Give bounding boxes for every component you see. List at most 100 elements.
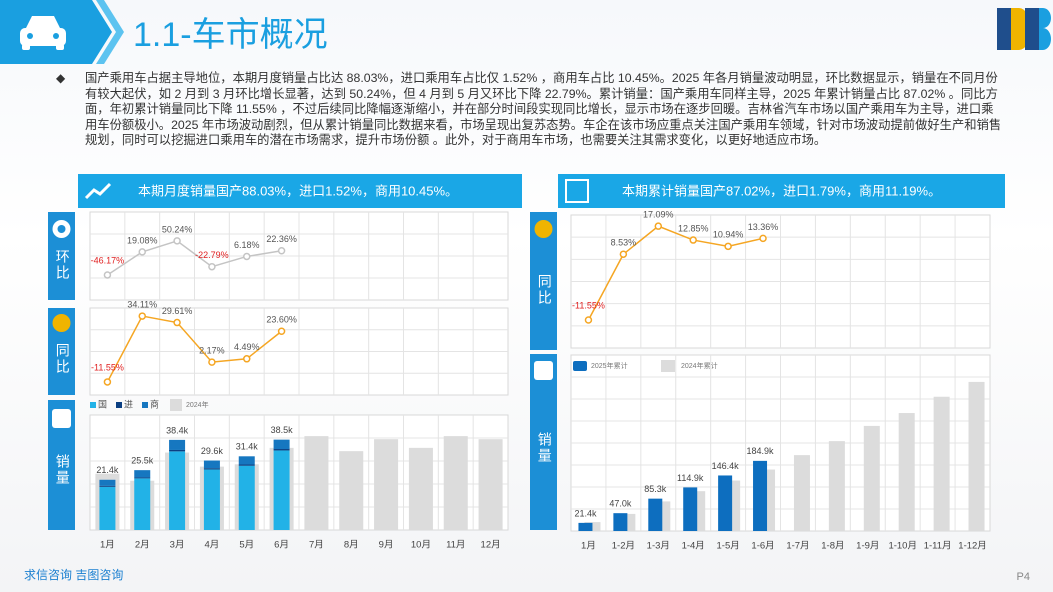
side-label: 同比: [55, 343, 71, 375]
point: [208, 262, 216, 271]
point: [277, 246, 286, 255]
banner-left: [78, 174, 522, 208]
x-tick-label: 1月: [100, 540, 115, 551]
trend-icon: [84, 182, 112, 200]
point: [138, 248, 146, 256]
bar: [578, 522, 593, 531]
x-tick-label: 4月: [205, 540, 220, 551]
comparison-bar: [863, 425, 880, 531]
bar-segment: [273, 449, 290, 451]
bar-segment: [169, 451, 186, 530]
data-label: 13.36%: [748, 222, 779, 232]
x-tick-label: 1-5月: [717, 541, 740, 552]
data-label: 31.4k: [236, 442, 259, 452]
line: [587, 225, 764, 321]
comparison-bar: [828, 441, 845, 531]
summary-paragraph: 国产乘用车占据主导地位，本期月度销量占比达 88.03%，进口乘用车占比仅 1.…: [85, 71, 1002, 148]
x-tick-label: 1-3月: [647, 541, 670, 552]
legend-label: 2025年累计: [591, 361, 628, 370]
bar-segment: [203, 460, 220, 469]
data-label: 47.0k: [609, 499, 632, 509]
page-number: P4: [1017, 571, 1030, 583]
bar-segment: [134, 478, 151, 530]
data-label: 29.61%: [162, 306, 193, 316]
legend-swatch: [116, 402, 122, 408]
bar: [753, 460, 768, 531]
point: [173, 237, 181, 245]
point: [138, 312, 146, 320]
bar-segment: [273, 450, 290, 530]
side-icon: [52, 314, 71, 332]
data-label: 146.4k: [712, 461, 740, 471]
comparison-bar: [968, 381, 985, 531]
x-tick-label: 6月: [274, 540, 289, 551]
data-label: 21.4k: [96, 465, 119, 475]
side-icon: [534, 220, 553, 238]
comparison-bar: [304, 436, 329, 530]
point: [103, 271, 112, 279]
data-label: 19.08%: [127, 235, 158, 245]
legend-swatch: [573, 361, 587, 371]
bar-segment: [99, 486, 116, 530]
data-label: 2.17%: [199, 346, 225, 356]
bar-segment: [238, 456, 255, 465]
bar-segment: [203, 468, 220, 470]
point: [724, 242, 732, 251]
side-label: 销量: [55, 454, 71, 486]
comparison-bar: [898, 413, 915, 531]
banner-right: [558, 174, 1005, 208]
side-block: [530, 354, 557, 530]
bar-segment: [134, 477, 151, 479]
side-icon: [52, 409, 71, 428]
side-label: 同比: [537, 274, 553, 306]
comparison-bar: [478, 439, 503, 530]
data-label: 17.09%: [643, 210, 674, 220]
data-label: 34.11%: [127, 299, 157, 309]
x-tick-label: 12月: [481, 540, 501, 551]
point: [243, 252, 251, 261]
logo: [997, 8, 1051, 50]
comparison-bar: [408, 447, 433, 530]
data-label: 184.9k: [747, 446, 775, 456]
bar-segment: [203, 469, 220, 530]
footer-source: 求信咨询 吉图咨询: [24, 567, 123, 582]
data-label: 10.94%: [713, 230, 744, 240]
bullet: ◆: [56, 71, 66, 85]
x-tick-label: 10月: [411, 540, 431, 551]
x-tick-label: 1-6月: [751, 541, 774, 552]
data-label: 38.5k: [271, 425, 294, 435]
point: [103, 378, 112, 386]
x-tick-label: 1-12月: [958, 541, 987, 552]
comparison-bar: [443, 436, 468, 530]
x-tick-label: 5月: [239, 540, 254, 551]
data-label: 22.36%: [266, 234, 297, 244]
point: [654, 222, 663, 230]
point: [759, 234, 767, 243]
chart-icon: [565, 179, 589, 203]
legend-label: 2024年: [186, 400, 209, 409]
data-label: 12.85%: [678, 223, 709, 233]
point: [584, 316, 593, 324]
legend-swatch: [170, 399, 182, 411]
data-label: 21.4k: [574, 508, 597, 518]
data-label: 4.49%: [234, 342, 260, 352]
x-tick-label: 9月: [379, 540, 394, 551]
bar: [683, 487, 698, 531]
bar: [613, 513, 628, 531]
data-label: -22.79%: [195, 250, 229, 260]
bar-segment: [99, 485, 116, 487]
line: [107, 240, 282, 276]
comparison-bar: [339, 451, 364, 530]
x-tick-label: 7月: [309, 540, 324, 551]
point: [689, 236, 697, 244]
comparison-bar: [374, 439, 399, 530]
side-label: 销量: [537, 432, 553, 464]
legend-label: 进: [124, 399, 133, 409]
data-label: 8.53%: [611, 238, 637, 248]
line: [106, 315, 283, 383]
point: [277, 327, 286, 335]
side-label: 环比: [55, 249, 71, 281]
x-tick-label: 1-9月: [856, 541, 879, 552]
